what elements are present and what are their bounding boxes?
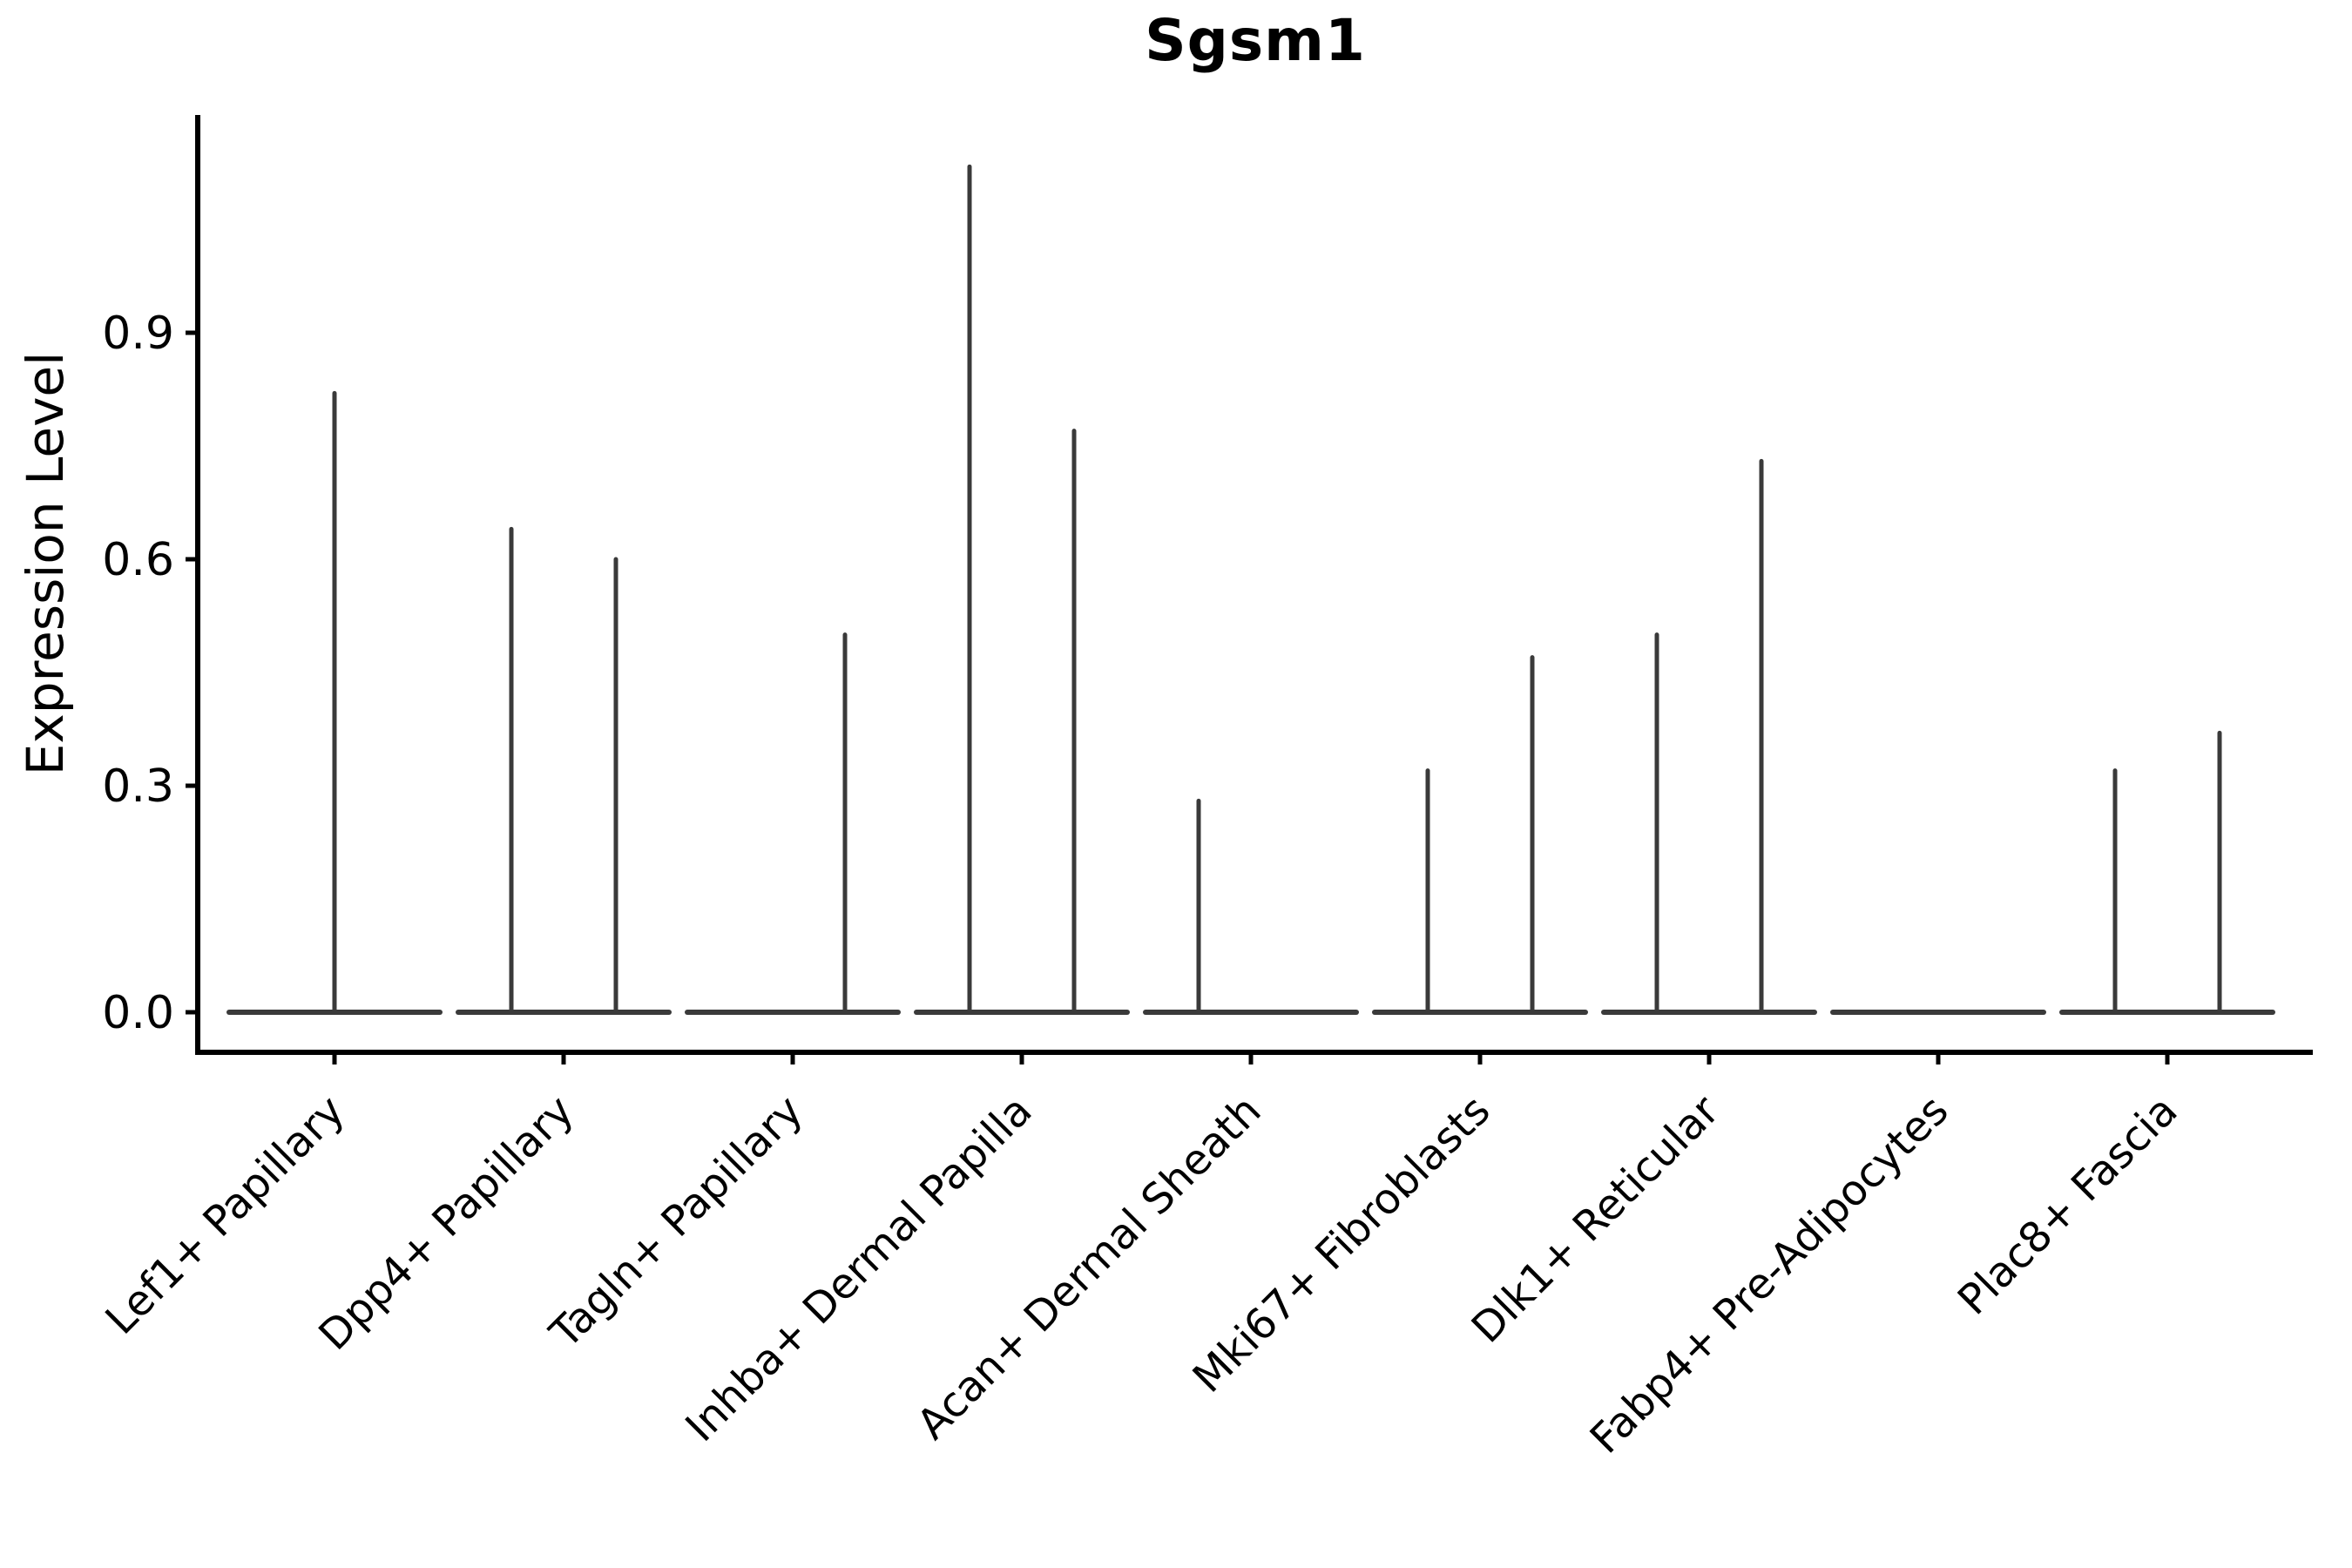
x-tick-label: Plac8+ Fascia [1949,1086,2187,1325]
x-tick-label: Dlk1+ Reticular [1463,1086,1729,1353]
y-tick-label: 0.6 [102,534,174,586]
y-tick-label: 0.9 [102,308,174,360]
x-tick-label: Lef1+ Papillary [97,1086,355,1344]
x-tick-label: Dpp4+ Papillary [309,1086,583,1360]
x-tick-label: Tagln+ Papillary [540,1086,812,1358]
chart-title: Sgsm1 [1145,7,1366,74]
y-tick-label: 0.0 [102,987,174,1039]
y-tick-label: 0.3 [102,760,174,813]
